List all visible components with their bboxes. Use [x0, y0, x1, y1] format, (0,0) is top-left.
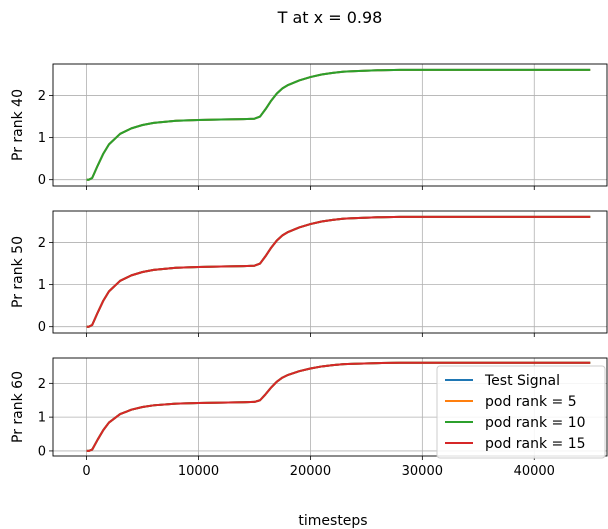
y-axis-label: Pr rank 60: [10, 371, 26, 443]
subplot-1: 0 1 2 Pr rank 40: [10, 63, 608, 190]
y-tick-label: 1: [38, 131, 46, 146]
y-tick-label: 2: [38, 377, 46, 392]
series-line: [86, 215, 591, 328]
x-tick-label: 30000: [402, 464, 443, 479]
legend-entry: pod rank = 10: [485, 415, 586, 431]
y-tick-label: 1: [38, 411, 46, 426]
axes-frame: [52, 210, 608, 334]
y-tick-label: 2: [38, 89, 46, 104]
axes-frame: [52, 63, 608, 187]
series-line: [86, 361, 591, 452]
series-line: [86, 68, 591, 181]
x-tick-label: 40000: [514, 464, 555, 479]
x-axis-label: timesteps: [298, 513, 367, 529]
x-tick-label: 0: [82, 464, 90, 479]
legend-box: [436, 365, 606, 459]
legend-entry: pod rank = 5: [485, 394, 577, 410]
legend-entry: Test Signal: [484, 373, 560, 389]
legend: Test Signal pod rank = 5 pod rank = 10 pod …: [436, 365, 606, 459]
y-axis-label: Pr rank 40: [10, 89, 26, 161]
legend-entry: pod rank = 15: [485, 436, 586, 452]
subplot-2: 0 1 2 Pr rank 50: [10, 210, 608, 337]
subplots: 0 1 2 Pr rank 40 0 1 2 Pr rank 50 0 1 2 0 10000 20000…: [10, 63, 608, 479]
y-tick-label: 1: [38, 278, 46, 293]
x-tick-label: 20000: [290, 464, 331, 479]
y-tick-label: 0: [38, 320, 46, 335]
axes-frame: [52, 357, 608, 457]
y-tick-label: 0: [38, 444, 46, 459]
x-tick-label: 10000: [178, 464, 219, 479]
chart-title: T at x = 0.98: [277, 8, 383, 27]
y-axis-label: Pr rank 50: [10, 236, 26, 308]
y-tick-label: 2: [38, 236, 46, 251]
y-tick-label: 0: [38, 173, 46, 188]
subplot-3: 0 1 2 0 10000 20000 30000 40000 Pr rank 60 Test S…: [10, 357, 608, 479]
